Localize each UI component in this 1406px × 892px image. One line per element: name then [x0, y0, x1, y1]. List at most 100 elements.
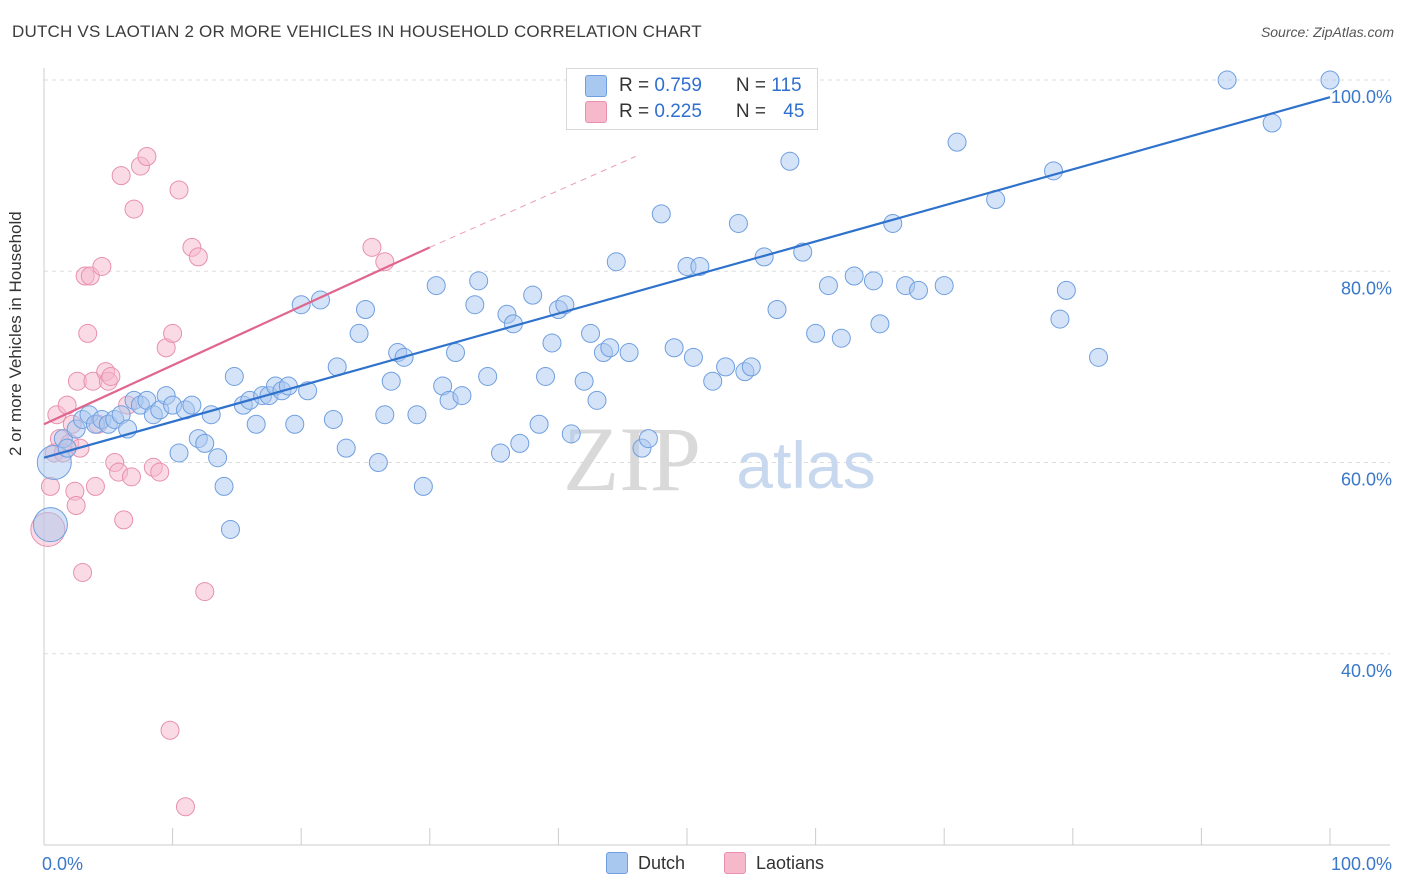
- dutch-point: [32, 507, 68, 543]
- dutch-point: [728, 213, 748, 233]
- dutch-point: [1217, 70, 1237, 90]
- dutch-point: [220, 519, 240, 539]
- dutch-point: [529, 414, 549, 434]
- legend-r-value: 0.759: [654, 75, 702, 96]
- laotians-point: [78, 323, 98, 343]
- dutch-point: [1320, 70, 1340, 90]
- legend-n-label: N =: [735, 75, 772, 96]
- dutch-swatch: [606, 852, 628, 875]
- dutch-point: [690, 256, 710, 276]
- dutch-point: [863, 271, 883, 291]
- dutch-point: [600, 338, 620, 358]
- laotians-point: [195, 582, 215, 602]
- correlation-legend: R = 0.759 N = 115 R = 0.225 N = 45: [566, 68, 818, 130]
- dutch-point: [619, 343, 639, 363]
- laotians-point: [137, 147, 157, 166]
- dutch-point: [349, 323, 369, 343]
- laotians-point: [121, 467, 141, 487]
- dutch-point: [478, 366, 498, 386]
- dutch-trend-line: [43, 96, 1331, 459]
- dutch-point: [224, 366, 244, 386]
- laotians-point: [163, 323, 183, 343]
- dutch-point: [536, 366, 556, 386]
- dutch-point: [285, 414, 305, 434]
- dutch-point: [381, 371, 401, 391]
- dutch-point: [356, 300, 375, 319]
- dutch-point: [587, 390, 607, 410]
- laotians-point: [85, 476, 105, 496]
- dutch-point: [947, 132, 967, 152]
- dutch-point: [1050, 309, 1070, 329]
- legend-row-laotians: R = 0.225 N = 45: [585, 101, 804, 125]
- dutch-point: [741, 357, 761, 377]
- dutch-point: [446, 343, 466, 363]
- dutch-point: [510, 433, 530, 453]
- laotians-point: [175, 797, 195, 817]
- dutch-point: [182, 395, 202, 415]
- laotians-point: [160, 720, 180, 740]
- axes: [43, 68, 1390, 846]
- bottom-legend-dutch: Dutch: [606, 852, 686, 875]
- dutch-point: [793, 242, 813, 262]
- y-tick-label: 80.0%: [1341, 278, 1392, 298]
- laotians-point: [101, 366, 121, 386]
- chart-title: DUTCH VS LAOTIAN 2 OR MORE VEHICLES IN H…: [12, 22, 702, 41]
- dutch-point: [57, 438, 77, 458]
- dutch-point: [818, 276, 838, 296]
- dutch-point: [1089, 347, 1109, 367]
- bottom-legend-label: Laotians: [756, 852, 825, 873]
- laotians-point: [92, 256, 112, 276]
- watermark-zip: ZIP: [563, 408, 701, 510]
- laotians-trend-line: [43, 246, 431, 426]
- dutch-point: [574, 371, 594, 391]
- legend-row-dutch: R = 0.759 N = 115: [585, 75, 802, 99]
- dutch-point: [651, 204, 671, 224]
- dutch-point: [491, 443, 511, 463]
- dutch-point: [683, 347, 703, 367]
- bottom-legend-laotians: Laotians: [724, 852, 825, 875]
- laotians-point: [40, 476, 60, 496]
- y-tick-label: 100.0%: [1331, 87, 1392, 107]
- dutch-point: [246, 414, 266, 434]
- dutch-point: [407, 405, 427, 425]
- dutch-point: [336, 438, 356, 458]
- dutch-point: [298, 381, 318, 401]
- dutch-point: [870, 314, 890, 334]
- watermark-atlas: atlas: [736, 428, 875, 502]
- dutch-point: [426, 276, 446, 296]
- dutch-point: [469, 271, 489, 291]
- legend-r-label: R =: [619, 75, 655, 96]
- laotians-point: [124, 199, 144, 219]
- dutch-point: [375, 405, 395, 425]
- y-tick-label: 60.0%: [1341, 470, 1392, 490]
- laotians-point: [66, 496, 86, 516]
- dutch-point: [523, 285, 543, 305]
- dutch-point: [908, 280, 928, 300]
- dutch-point: [413, 476, 433, 496]
- dutch-point: [664, 338, 684, 358]
- laotians-point: [362, 237, 382, 257]
- laotians-points: [30, 147, 395, 817]
- dutch-swatch: [585, 75, 607, 97]
- legend-n-value: 115: [771, 75, 802, 96]
- dutch-point: [780, 151, 800, 171]
- legend-r-label: R =: [619, 101, 655, 122]
- dutch-point: [716, 357, 736, 377]
- laotians-swatch: [724, 852, 746, 875]
- laotians-point: [114, 510, 134, 530]
- dutch-point: [767, 300, 787, 319]
- x-tick-label: 100.0%: [1331, 854, 1392, 874]
- laotians-point: [150, 462, 170, 482]
- source-label: Source: ZipAtlas.com: [1260, 24, 1394, 40]
- dutch-point: [638, 429, 658, 449]
- dutch-point: [195, 433, 215, 453]
- tick-labels: 40.0% 60.0% 80.0% 100.0% 0.0% 100.0%: [42, 87, 1392, 874]
- dutch-point: [465, 295, 485, 315]
- dutch-point: [542, 333, 562, 353]
- legend-n-label: N =: [735, 101, 772, 122]
- dutch-point: [208, 448, 228, 468]
- laotians-point: [188, 247, 208, 267]
- dutch-point: [291, 295, 311, 315]
- dutch-point: [452, 386, 472, 406]
- bottom-legend-label: Dutch: [638, 852, 686, 873]
